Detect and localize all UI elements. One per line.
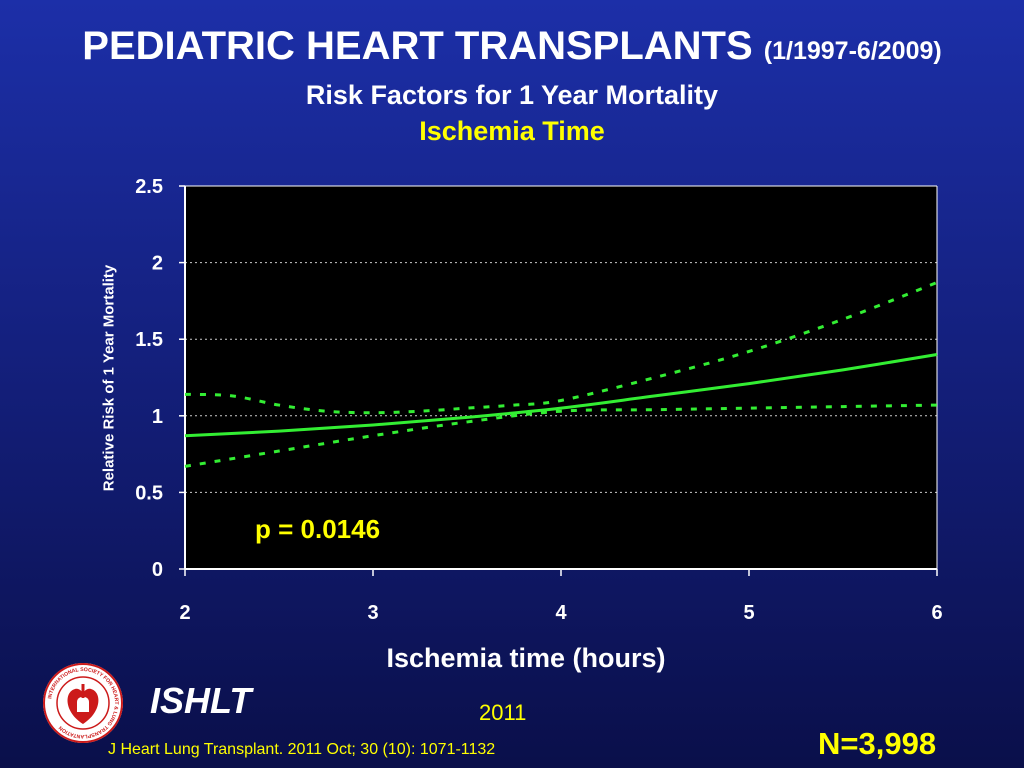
plot-area <box>185 186 937 569</box>
x-tick-label: 5 <box>743 602 754 624</box>
citation: J Heart Lung Transplant. 2011 Oct; 30 (1… <box>108 741 496 758</box>
title-main: PEDIATRIC HEART TRANSPLANTS <box>82 24 753 68</box>
y-axis-label: Relative Risk of 1 Year Mortality <box>100 264 118 492</box>
x-tick-label: 2 <box>179 602 190 624</box>
x-tick-label: 3 <box>367 602 378 624</box>
confidence-bound-line <box>184 281 938 415</box>
title-date-range: (1/1997-6/2009) <box>763 37 942 65</box>
organization-name: ISHLT <box>150 680 252 721</box>
x-tick-label: 6 <box>931 602 942 624</box>
y-tick-label: 0.5 <box>135 482 163 504</box>
slide-subtitle: Risk Factors for 1 Year Mortality <box>305 80 719 110</box>
ishlt-seal-icon: INTERNATIONAL SOCIETY FOR HEART & LUNG T… <box>43 663 123 743</box>
x-axis-label: Ischemia time (hours) <box>386 643 666 673</box>
y-tick-label: 2.5 <box>135 176 163 198</box>
y-tick-label: 2 <box>152 253 163 275</box>
y-tick-label: 1.5 <box>135 329 163 351</box>
y-tick-label: 0 <box>152 559 163 581</box>
y-tick-label: 1 <box>152 406 163 428</box>
confidence-bound-line <box>184 403 938 468</box>
sample-size: N=3,998 <box>818 726 937 761</box>
publication-year: 2011 <box>479 700 527 725</box>
risk-curve-line <box>184 353 938 438</box>
slide-title: PEDIATRIC HEART TRANSPLANTS (1/1997-6/20… <box>0 22 1024 75</box>
slide-topic: Ischemia Time <box>419 116 605 146</box>
x-tick-label: 4 <box>555 602 567 624</box>
p-value-annotation: p = 0.0146 <box>255 514 381 544</box>
